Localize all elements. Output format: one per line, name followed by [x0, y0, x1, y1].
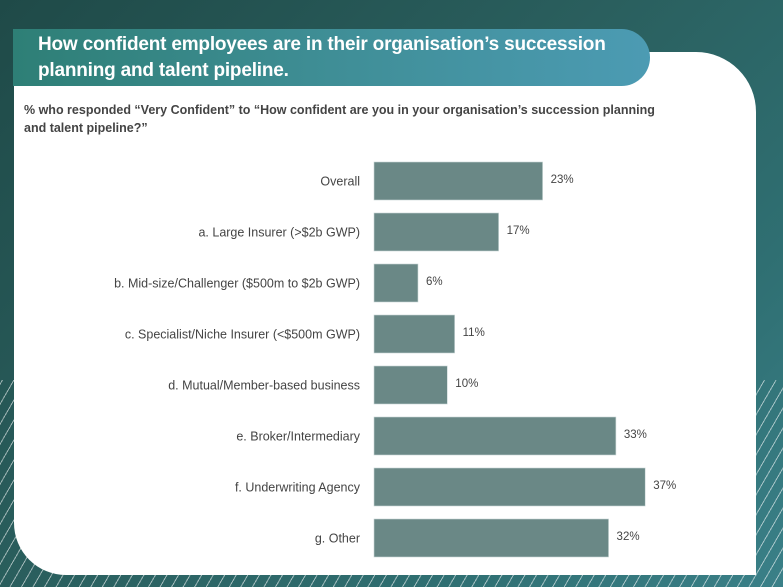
category-label: Overall	[320, 175, 360, 189]
value-label: 10%	[455, 378, 478, 390]
bar	[373, 263, 419, 303]
bar	[373, 416, 617, 456]
bar	[373, 314, 455, 354]
category-label: b. Mid-size/Challenger ($500m to $2b GWP…	[114, 277, 360, 291]
category-label: f. Underwriting Agency	[235, 481, 361, 495]
title-banner	[13, 29, 650, 86]
value-label: 6%	[426, 276, 443, 288]
chart-title: How confident employees are in their org…	[38, 34, 606, 81]
value-label: 11%	[463, 327, 485, 339]
value-label: 37%	[653, 480, 676, 492]
chart-subtitle: % who responded “Very Confident” to “How…	[24, 103, 655, 135]
value-label: 32%	[617, 531, 640, 543]
category-label: a. Large Insurer (>$2b GWP)	[198, 226, 360, 240]
bar	[373, 161, 543, 201]
value-label: 23%	[551, 174, 574, 186]
category-label: d. Mutual/Member-based business	[168, 379, 360, 393]
bar	[373, 212, 499, 252]
category-label: c. Specialist/Niche Insurer (<$500m GWP)	[125, 328, 360, 342]
value-label: 33%	[624, 429, 647, 441]
value-label: 17%	[507, 225, 530, 237]
category-label: g. Other	[315, 532, 360, 546]
bar	[373, 518, 609, 558]
bar	[373, 365, 448, 405]
category-label: e. Broker/Intermediary	[236, 430, 360, 444]
bar	[373, 467, 646, 507]
